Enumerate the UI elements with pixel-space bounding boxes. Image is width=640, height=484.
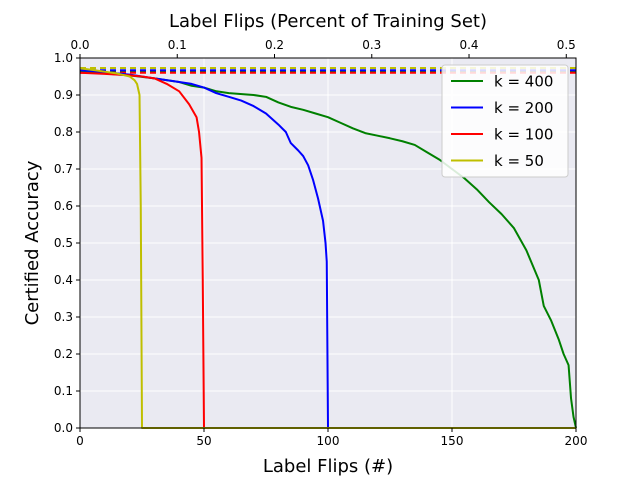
legend-items: k = 400 k = 200 k = 100 k = 50 xyxy=(451,73,553,170)
series-line-3 xyxy=(79,67,576,429)
y-tick-label: 0.7 xyxy=(54,162,73,176)
y-tick-label: 0.1 xyxy=(54,384,73,398)
top-x-tick-label: 0.1 xyxy=(168,38,187,52)
x-axis-label: Label Flips (#) xyxy=(263,456,393,477)
legend: k = 400 k = 200 k = 100 k = 50 xyxy=(441,64,569,178)
grid-lines xyxy=(79,57,577,429)
y-axis-ticks: 0.0 0.1 0.2 0.3 0.4 0.5 0.6 0.7 0.8 0.9 1.0 xyxy=(54,51,80,435)
legend-box xyxy=(441,64,569,178)
top-x-tick-label: 0.4 xyxy=(459,38,478,52)
series-line-0 xyxy=(79,70,577,429)
x-tick-label: 100 xyxy=(317,434,340,448)
bottom-x-axis-ticks: 0 50 100 150 200 xyxy=(76,428,587,448)
legend-label: k = 100 xyxy=(494,126,553,144)
top-x-tick-label: 0.3 xyxy=(362,38,381,52)
series-line-1 xyxy=(79,69,329,429)
x-tick-label: 50 xyxy=(196,434,211,448)
legend-label: k = 400 xyxy=(494,73,553,91)
series-lines xyxy=(79,67,577,429)
legend-label: k = 50 xyxy=(494,152,544,170)
y-tick-label: 0.8 xyxy=(54,125,73,139)
series-line-2 xyxy=(79,71,205,429)
top-x-tick-label: 0.5 xyxy=(557,38,576,52)
top-x-tick-label: 0.2 xyxy=(265,38,284,52)
legend-label: k = 200 xyxy=(494,99,553,117)
y-tick-label: 0.0 xyxy=(54,421,73,435)
y-tick-label: 1.0 xyxy=(54,51,73,65)
top-x-axis-ticks: 0.0 0.1 0.2 0.3 0.4 0.5 xyxy=(70,38,576,58)
y-tick-label: 0.4 xyxy=(54,273,73,287)
y-tick-label: 0.2 xyxy=(54,347,73,361)
x-tick-label: 150 xyxy=(441,434,464,448)
y-tick-label: 0.5 xyxy=(54,236,73,250)
y-tick-label: 0.6 xyxy=(54,199,73,213)
x-tick-label: 200 xyxy=(565,434,588,448)
top-x-tick-label: 0.0 xyxy=(70,38,89,52)
y-tick-label: 0.9 xyxy=(54,88,73,102)
y-tick-label: 0.3 xyxy=(54,310,73,324)
x-tick-label: 0 xyxy=(76,434,84,448)
y-axis-label: Certified Accuracy xyxy=(22,160,43,325)
top-axis-title: Label Flips (Percent of Training Set) xyxy=(169,11,487,32)
